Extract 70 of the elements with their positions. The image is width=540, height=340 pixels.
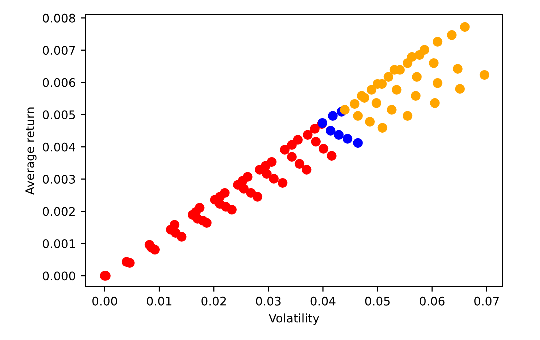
point	[177, 232, 187, 242]
y-tick-label: 0.004	[43, 142, 76, 152]
x-tick-label: 0.05	[365, 296, 390, 306]
point	[453, 64, 463, 74]
point	[326, 126, 336, 136]
point	[310, 124, 320, 134]
x-tick-label: 0.00	[92, 296, 118, 306]
point	[318, 144, 329, 154]
x-tick-label: 0.06	[420, 296, 445, 306]
y-tick-label: 0.006	[43, 78, 76, 88]
point	[303, 130, 313, 140]
point	[365, 117, 376, 127]
point	[460, 22, 470, 32]
point	[262, 169, 272, 180]
point	[287, 152, 297, 162]
point	[384, 72, 394, 82]
point	[311, 137, 321, 147]
point	[480, 70, 490, 80]
y-tick-label: 0.005	[43, 110, 76, 120]
point	[340, 105, 350, 115]
point	[293, 135, 303, 145]
point	[202, 218, 212, 228]
point	[334, 130, 344, 140]
x-tick-label: 0.03	[256, 296, 281, 306]
point	[227, 205, 237, 215]
point	[294, 159, 305, 170]
y-tick-label: 0.007	[43, 46, 76, 56]
point	[392, 85, 402, 95]
point	[429, 58, 439, 68]
point	[150, 245, 160, 255]
y-tick-label: 0.001	[43, 240, 76, 248]
point	[447, 30, 457, 40]
point	[252, 192, 263, 202]
point	[328, 111, 338, 122]
point	[387, 105, 397, 115]
point	[430, 98, 440, 108]
y-tick-label: 0.003	[43, 175, 76, 184]
point	[302, 165, 312, 175]
point	[402, 111, 413, 122]
point	[327, 151, 337, 161]
point	[412, 72, 422, 82]
point	[432, 37, 443, 47]
point	[278, 178, 288, 188]
y-tick-label: 0.000	[43, 272, 76, 281]
point	[357, 91, 367, 102]
point	[350, 99, 360, 110]
x-tick-label: 0.04	[310, 296, 336, 306]
point	[353, 138, 364, 148]
x-axis-title: Volatility	[268, 314, 320, 326]
point	[239, 184, 249, 194]
point	[432, 78, 443, 88]
x-tick-label: 0.02	[202, 296, 226, 306]
point	[269, 174, 279, 184]
point	[372, 98, 382, 108]
x-tick-label: 0.07	[474, 296, 500, 306]
point	[353, 111, 364, 122]
y-tick-label: 0.002	[43, 207, 75, 216]
point	[366, 85, 377, 95]
point	[342, 134, 353, 144]
point	[407, 52, 418, 62]
point	[378, 123, 388, 133]
point	[455, 84, 466, 94]
point	[411, 91, 421, 102]
point	[420, 45, 430, 55]
point	[255, 165, 265, 175]
point	[280, 145, 290, 155]
x-tick-label: 0.01	[147, 296, 172, 306]
y-tick-label: 0.008	[43, 14, 76, 23]
point	[287, 140, 297, 150]
y-axis-title: Average return	[26, 108, 37, 196]
